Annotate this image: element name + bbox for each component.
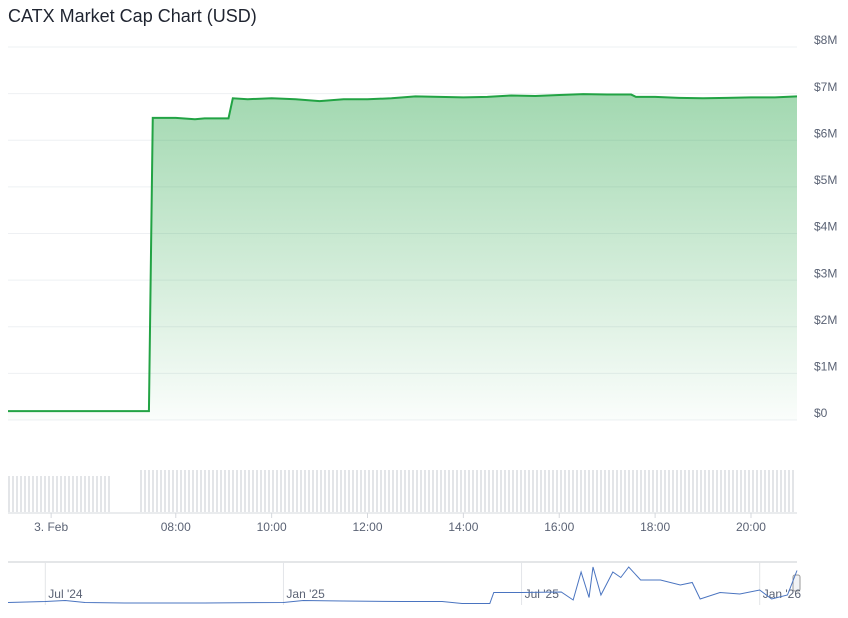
area [8,94,797,420]
x-tick-label: Jul '25 [525,587,560,601]
x-tick-label: Jul '24 [48,587,83,601]
y-tick-label: $8M [814,33,837,47]
line [8,93,798,413]
y-tick-label: $5M [814,173,837,187]
line [7,566,798,604]
y-tick-label: $3M [814,266,837,280]
x-tick-label: 20:00 [736,520,766,534]
x-tick-label: 10:00 [257,520,287,534]
y-tick-label: $1M [814,360,837,374]
volume-bars [8,476,112,512]
x-tick-label: 3. Feb [34,520,68,534]
x-tick-label: Jan '25 [286,587,325,601]
x-tick-label: Jan '26 [763,587,802,601]
chart-title: CATX Market Cap Chart (USD) [8,6,257,26]
x-tick-label: 18:00 [640,520,670,534]
y-tick-label: $7M [814,80,837,94]
y-tick-label: $2M [814,313,837,327]
x-tick-label: 16:00 [544,520,574,534]
navigator-handle[interactable] [792,574,801,592]
y-tick-label: $4M [814,220,837,234]
x-tick-label: 12:00 [352,520,382,534]
x-tick-label: 14:00 [448,520,478,534]
x-tick-label: 08:00 [161,520,191,534]
volume-bars [138,470,796,512]
y-tick-label: $6M [814,126,837,140]
y-tick-label: $0 [814,406,828,420]
